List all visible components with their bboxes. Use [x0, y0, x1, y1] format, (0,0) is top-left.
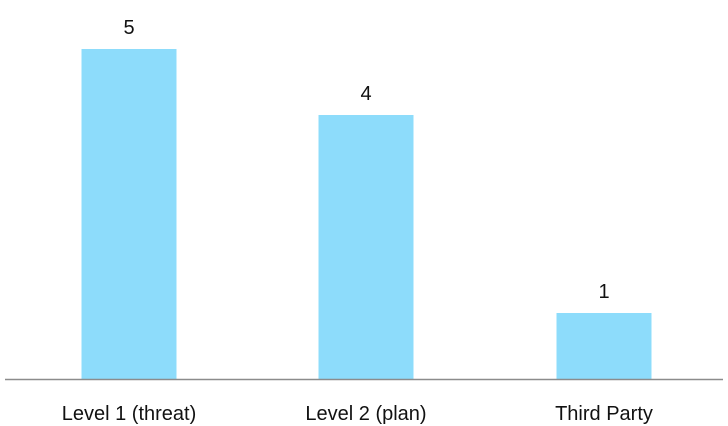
- value-label-1: 4: [360, 83, 371, 105]
- value-labels-group: 5 4 1: [123, 17, 609, 303]
- value-label-0: 5: [123, 17, 134, 39]
- bar-0: [81, 49, 177, 379]
- x-tick-label-1: Level 2 (plan): [305, 403, 426, 425]
- x-tick-labels-group: Level 1 (threat) Level 2 (plan) Third Part…: [62, 403, 653, 425]
- x-tick-label-2: Third Party: [555, 403, 653, 425]
- bar-2: [556, 313, 652, 379]
- bars-group: [81, 49, 652, 379]
- x-tick-label-0: Level 1 (threat): [62, 403, 197, 425]
- bar-1: [318, 115, 414, 379]
- value-label-2: 1: [598, 281, 609, 303]
